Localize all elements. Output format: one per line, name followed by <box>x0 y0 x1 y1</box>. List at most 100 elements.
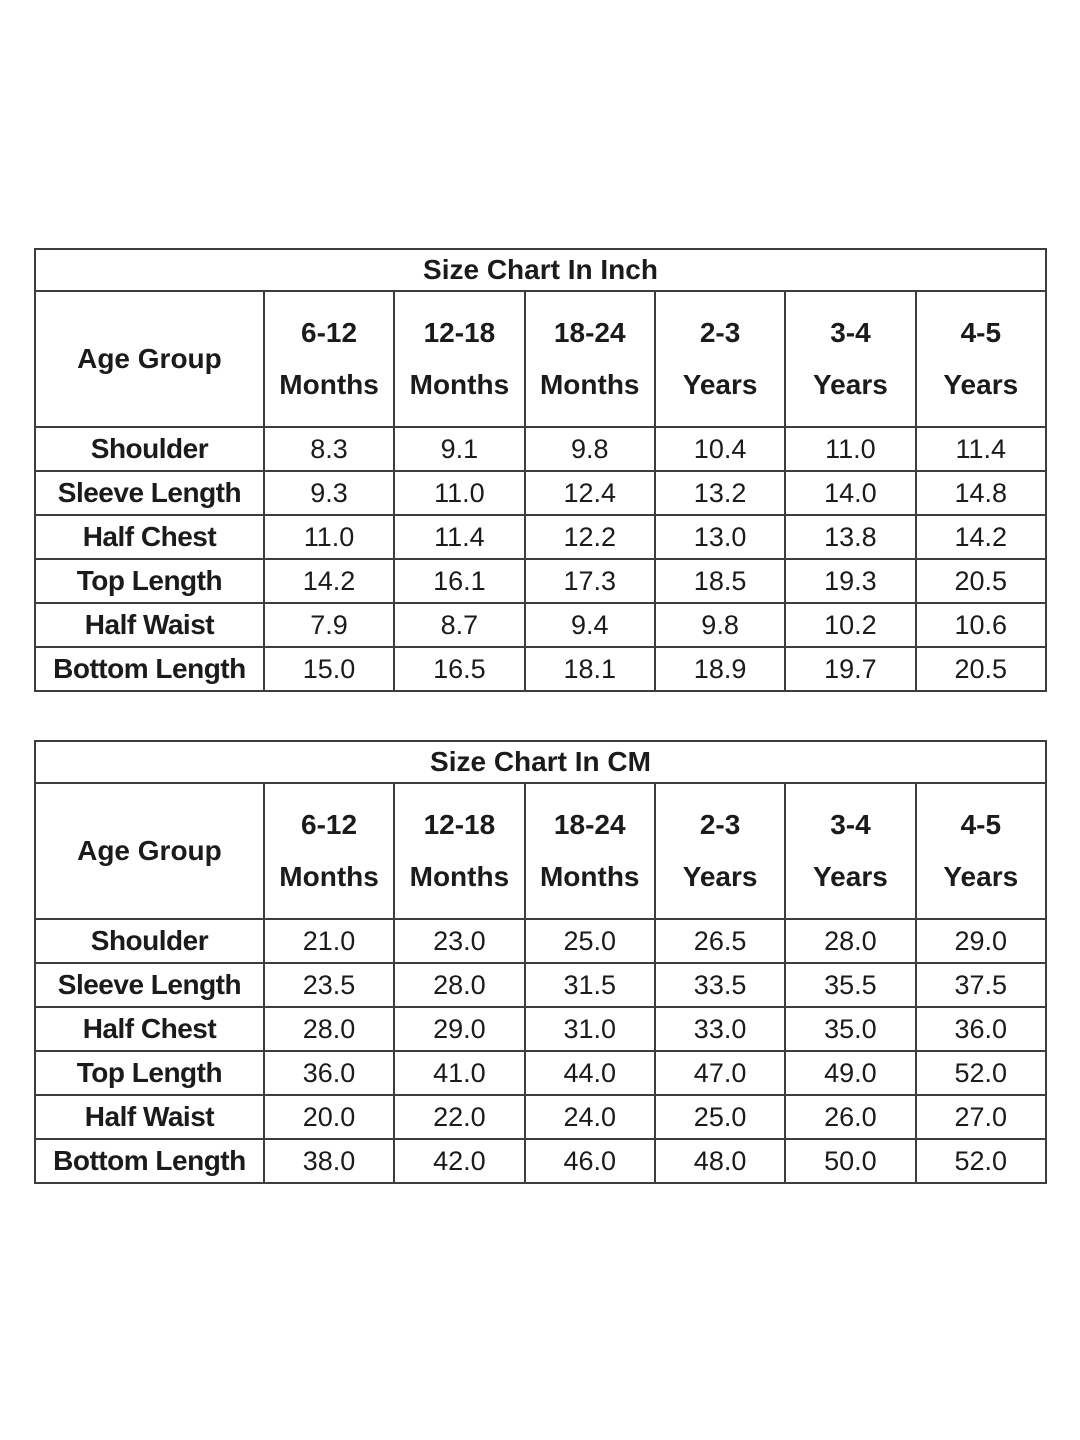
cell-value: 50.0 <box>784 1138 917 1184</box>
cell-value: 16.5 <box>393 646 526 692</box>
column-header-line2: Years <box>682 861 758 892</box>
row-label: Bottom Length <box>34 1138 265 1184</box>
cell-value: 15.0 <box>262 646 396 692</box>
table-title-row: Size Chart In Inch <box>34 248 1047 292</box>
column-header-line2: Months <box>409 861 510 892</box>
cell-value: 8.7 <box>393 602 526 648</box>
cell-value: 18.1 <box>523 646 656 692</box>
column-header-12-18-months: 12-18 Months <box>393 782 526 920</box>
column-header-line1: 2-3 <box>699 317 741 349</box>
cell-value: 37.5 <box>914 962 1048 1008</box>
cell-value: 23.5 <box>262 962 396 1008</box>
row-label: Top Length <box>34 1050 265 1096</box>
column-header-line1: 12-18 <box>423 317 496 349</box>
cell-value: 22.0 <box>393 1094 526 1140</box>
table-title: Size Chart In CM <box>34 740 1047 784</box>
column-header-3-4-years: 3-4 Years <box>784 290 917 428</box>
column-header-line2: Years <box>813 861 888 892</box>
column-header-line2: Months <box>539 861 640 892</box>
size-chart-inch-table: Size Chart In Inch Age Group 6-12 Months… <box>34 248 1048 692</box>
column-header-row: Age Group 6-12 Months 12-18 Months 18-24… <box>34 290 1048 428</box>
cell-value: 9.1 <box>393 426 526 472</box>
cell-value: 14.2 <box>262 558 396 604</box>
cell-value: 9.3 <box>262 470 396 516</box>
cell-value: 10.2 <box>784 602 917 648</box>
age-group-header: Age Group <box>34 290 265 428</box>
row-label: Bottom Length <box>34 646 265 692</box>
cell-value: 28.0 <box>784 918 917 964</box>
table-row-bottom-length: Bottom Length 15.0 16.5 18.1 18.9 19.7 2… <box>34 646 1048 692</box>
cell-value: 7.9 <box>262 602 396 648</box>
table-row-sleeve-length: Sleeve Length 23.5 28.0 31.5 33.5 35.5 3… <box>34 962 1048 1008</box>
column-header-line2: Months <box>409 369 510 400</box>
cell-value: 48.0 <box>653 1138 787 1184</box>
cell-value: 11.0 <box>262 514 396 560</box>
cell-value: 12.4 <box>523 470 656 516</box>
cell-value: 35.5 <box>784 962 917 1008</box>
column-header-4-5-years: 4-5 Years <box>914 782 1048 920</box>
cell-value: 10.4 <box>653 426 787 472</box>
cell-value: 17.3 <box>523 558 656 604</box>
column-header-line1: 18-24 <box>553 317 626 349</box>
table-row-half-chest: Half Chest 11.0 11.4 12.2 13.0 13.8 14.2 <box>34 514 1048 560</box>
cell-value: 52.0 <box>914 1138 1048 1184</box>
cell-value: 16.1 <box>393 558 526 604</box>
column-header-line1: 2-3 <box>699 809 741 841</box>
cell-value: 12.2 <box>523 514 656 560</box>
cell-value: 14.2 <box>914 514 1048 560</box>
column-header-18-24-months: 18-24 Months <box>523 782 656 920</box>
column-header-row: Age Group 6-12 Months 12-18 Months 18-24… <box>34 782 1048 920</box>
row-label: Half Chest <box>34 1006 265 1052</box>
cell-value: 24.0 <box>523 1094 656 1140</box>
column-header-line2: Months <box>539 369 640 400</box>
column-header-3-4-years: 3-4 Years <box>784 782 917 920</box>
column-header-line1: 4-5 <box>960 809 1002 841</box>
cell-value: 26.5 <box>653 918 787 964</box>
cell-value: 14.8 <box>914 470 1048 516</box>
cell-value: 20.0 <box>262 1094 396 1140</box>
cell-value: 11.0 <box>784 426 917 472</box>
column-header-4-5-years: 4-5 Years <box>914 290 1048 428</box>
column-header-line2: Years <box>943 861 1019 892</box>
cell-value: 18.5 <box>653 558 787 604</box>
cell-value: 33.5 <box>653 962 787 1008</box>
row-label: Shoulder <box>34 426 265 472</box>
cell-value: 27.0 <box>914 1094 1048 1140</box>
cell-value: 19.3 <box>784 558 917 604</box>
cell-value: 25.0 <box>653 1094 787 1140</box>
column-header-18-24-months: 18-24 Months <box>523 290 656 428</box>
cell-value: 13.8 <box>784 514 917 560</box>
cell-value: 52.0 <box>914 1050 1048 1096</box>
cell-value: 23.0 <box>393 918 526 964</box>
cell-value: 13.2 <box>653 470 787 516</box>
column-header-line2: Years <box>813 369 888 400</box>
row-label: Top Length <box>34 558 265 604</box>
table-row-shoulder: Shoulder 8.3 9.1 9.8 10.4 11.0 11.4 <box>34 426 1048 472</box>
cell-value: 13.0 <box>653 514 787 560</box>
cell-value: 9.4 <box>523 602 656 648</box>
row-label: Half Waist <box>34 602 265 648</box>
cell-value: 28.0 <box>262 1006 396 1052</box>
cell-value: 38.0 <box>262 1138 396 1184</box>
cell-value: 47.0 <box>653 1050 787 1096</box>
cell-value: 11.4 <box>393 514 526 560</box>
table-title: Size Chart In Inch <box>34 248 1047 292</box>
cell-value: 8.3 <box>262 426 396 472</box>
column-header-2-3-years: 2-3 Years <box>653 782 787 920</box>
table-row-half-waist: Half Waist 7.9 8.7 9.4 9.8 10.2 10.6 <box>34 602 1048 648</box>
column-header-line2: Years <box>943 369 1019 400</box>
column-header-line2: Months <box>279 861 379 892</box>
column-header-line1: 4-5 <box>960 317 1002 349</box>
table-row-half-chest: Half Chest 28.0 29.0 31.0 33.0 35.0 36.0 <box>34 1006 1048 1052</box>
column-header-6-12-months: 6-12 Months <box>262 290 396 428</box>
cell-value: 29.0 <box>393 1006 526 1052</box>
table-row-top-length: Top Length 36.0 41.0 44.0 47.0 49.0 52.0 <box>34 1050 1048 1096</box>
cell-value: 20.5 <box>914 646 1048 692</box>
cell-value: 36.0 <box>262 1050 396 1096</box>
cell-value: 46.0 <box>523 1138 656 1184</box>
cell-value: 36.0 <box>914 1006 1048 1052</box>
cell-value: 49.0 <box>784 1050 917 1096</box>
cell-value: 33.0 <box>653 1006 787 1052</box>
column-header-6-12-months: 6-12 Months <box>262 782 396 920</box>
